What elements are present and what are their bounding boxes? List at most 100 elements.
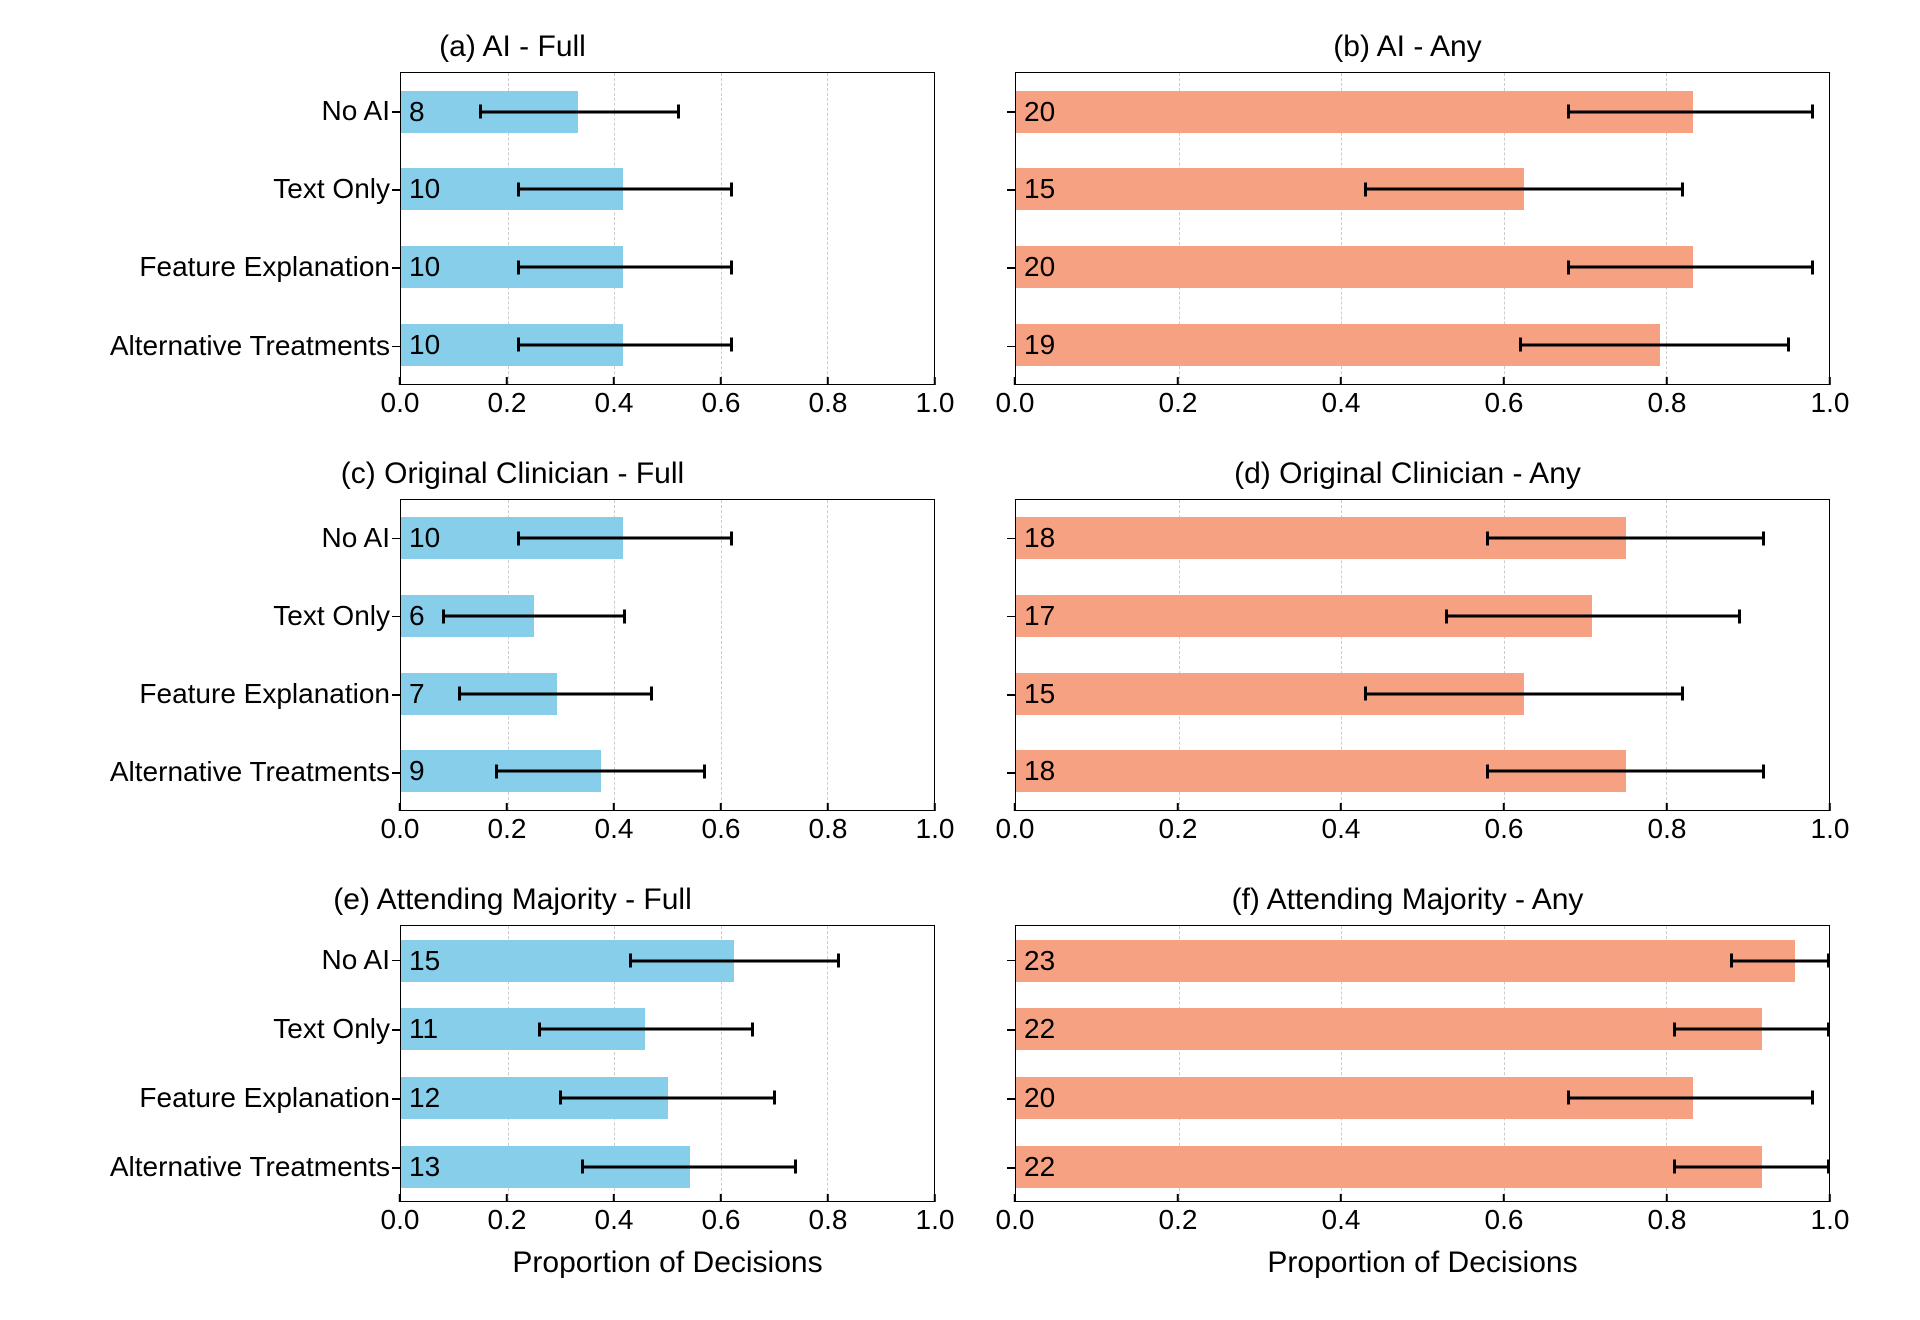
error-bar xyxy=(1675,1028,1829,1031)
error-bar xyxy=(518,188,731,191)
plot-area: 10679 xyxy=(400,499,935,812)
bar-slot: 23 xyxy=(1016,940,1829,982)
panel-c: (c) Original Clinician - FullNo AIText O… xyxy=(90,457,935,854)
error-bar xyxy=(518,343,731,346)
error-bar xyxy=(630,959,838,962)
x-tick-label: 0.4 xyxy=(1322,813,1361,845)
bar-count-label: 20 xyxy=(1024,251,1055,283)
x-tick-label: 0.0 xyxy=(381,1204,420,1236)
x-tick-label: 0.2 xyxy=(488,387,527,419)
panel-grid: (a) AI - Full No AIText OnlyFeature Expla… xyxy=(90,30,1830,1280)
bars-container: 18171518 xyxy=(1016,500,1829,811)
bar-slot: 19 xyxy=(1016,324,1829,366)
bar-count-label: 22 xyxy=(1024,1151,1055,1183)
bar-slot: 20 xyxy=(1016,246,1829,288)
panel-title: (e) Attending Majority - Full xyxy=(90,883,935,917)
bar-slot: 10 xyxy=(401,324,934,366)
bar-count-label: 15 xyxy=(409,945,440,977)
bar-count-label: 18 xyxy=(1024,755,1055,787)
bar-slot: 22 xyxy=(1016,1146,1829,1188)
x-ticks: 0.00.20.40.60.81.0 xyxy=(400,1204,935,1244)
bar-count-label: 9 xyxy=(409,755,425,787)
x-tick-label: 0.6 xyxy=(702,813,741,845)
bar-slot: 10 xyxy=(401,517,934,559)
plot-area: 15 11 12 13 xyxy=(400,925,935,1202)
bar-count-label: 20 xyxy=(1024,96,1055,128)
y-tick xyxy=(997,756,1005,788)
x-tick-label: 0.8 xyxy=(1648,387,1687,419)
y-labels: No AIText OnlyFeature ExplanationAlterna… xyxy=(90,925,400,1202)
bar-slot: 10 xyxy=(401,168,934,210)
x-tick-label: 0.0 xyxy=(381,813,420,845)
bar-count-label: 23 xyxy=(1024,945,1055,977)
bars-container: 15 11 12 13 xyxy=(401,926,934,1201)
x-axis-label: Proportion of Decisions xyxy=(400,1246,935,1280)
plot-row: No AIText OnlyFeature ExplanationAlterna… xyxy=(90,925,935,1202)
x-tick-label: 0.0 xyxy=(381,387,420,419)
x-tick-label: 0.0 xyxy=(996,813,1035,845)
panel-title: (d) Original Clinician - Any xyxy=(985,457,1830,491)
plot-area: 8101010 xyxy=(400,72,935,385)
x-tick-label: 0.4 xyxy=(595,813,634,845)
bar-slot: 22 xyxy=(1016,1008,1829,1050)
x-axis-label: Proportion of Decisions xyxy=(1015,1246,1830,1280)
x-tick-label: 0.2 xyxy=(1159,387,1198,419)
x-tick-label: 0.8 xyxy=(1648,813,1687,845)
panel-e: (e) Attending Majority - Full No AIText O… xyxy=(90,883,935,1280)
x-ticks: 0.00.20.40.60.81.0 xyxy=(1015,813,1830,853)
bar-count-label: 8 xyxy=(409,96,425,128)
y-tick xyxy=(997,173,1005,205)
bar-slot: 15 xyxy=(1016,673,1829,715)
error-bar xyxy=(518,537,731,540)
error-bar xyxy=(1569,266,1813,269)
x-tick-label: 0.4 xyxy=(595,1204,634,1236)
plot-row: No AIText OnlyFeature ExplanationAlterna… xyxy=(90,499,935,812)
bar-slot: 15 xyxy=(1016,168,1829,210)
bars-container: 8101010 xyxy=(401,73,934,384)
error-bar xyxy=(497,770,705,773)
bar-count-label: 10 xyxy=(409,173,440,205)
bar-slot: 20 xyxy=(1016,1077,1829,1119)
x-axis: 0.00.20.40.60.81.0 xyxy=(90,1204,935,1244)
x-tick-label: 0.4 xyxy=(1322,1204,1361,1236)
error-bar xyxy=(561,1096,774,1099)
x-tick-label: 0.0 xyxy=(996,387,1035,419)
bar-slot: 11 xyxy=(401,1008,934,1050)
bar-count-label: 19 xyxy=(1024,329,1055,361)
panel-title: (a) AI - Full xyxy=(90,30,935,64)
panel-a: (a) AI - FullNo AIText OnlyFeature Expla… xyxy=(90,30,935,427)
x-ticks: 0.00.20.40.60.81.0 xyxy=(1015,1204,1830,1244)
y-label: Feature Explanation xyxy=(139,251,390,283)
x-tick-label: 0.2 xyxy=(1159,1204,1198,1236)
error-bar xyxy=(1520,343,1788,346)
x-axis: 0.00.20.40.60.81.0 xyxy=(985,813,1830,853)
plot-area: 18171518 xyxy=(1015,499,1830,812)
bars-container: 23 22 20 22 xyxy=(1016,926,1829,1201)
y-tick xyxy=(997,1082,1005,1114)
x-tick-label: 1.0 xyxy=(916,387,955,419)
error-bar xyxy=(1366,188,1683,191)
bar-count-label: 12 xyxy=(409,1082,440,1114)
x-tick-label: 0.6 xyxy=(1485,813,1524,845)
bar-slot: 13 xyxy=(401,1146,934,1188)
x-tick-label: 0.6 xyxy=(1485,1204,1524,1236)
x-tick-label: 0.4 xyxy=(595,387,634,419)
error-bar xyxy=(1488,537,1764,540)
bar-count-label: 10 xyxy=(409,329,440,361)
bar-slot: 12 xyxy=(401,1077,934,1119)
bar-count-label: 18 xyxy=(1024,522,1055,554)
y-label: Alternative Treatments xyxy=(110,1151,390,1183)
y-tick xyxy=(997,678,1005,710)
y-label: Text Only xyxy=(273,600,390,632)
error-bar xyxy=(444,615,625,618)
x-tick-label: 0.8 xyxy=(809,387,848,419)
x-tick-label: 0.8 xyxy=(809,813,848,845)
panel-b: (b) AI - Any 201520190.00.20.40.60.81.0 xyxy=(985,30,1830,427)
error-bar xyxy=(1366,692,1683,695)
bar-count-label: 15 xyxy=(1024,678,1055,710)
error-bar xyxy=(1488,770,1764,773)
bar-count-label: 20 xyxy=(1024,1082,1055,1114)
error-bar xyxy=(481,110,678,113)
y-label: Text Only xyxy=(273,173,390,205)
bar-slot: 18 xyxy=(1016,517,1829,559)
